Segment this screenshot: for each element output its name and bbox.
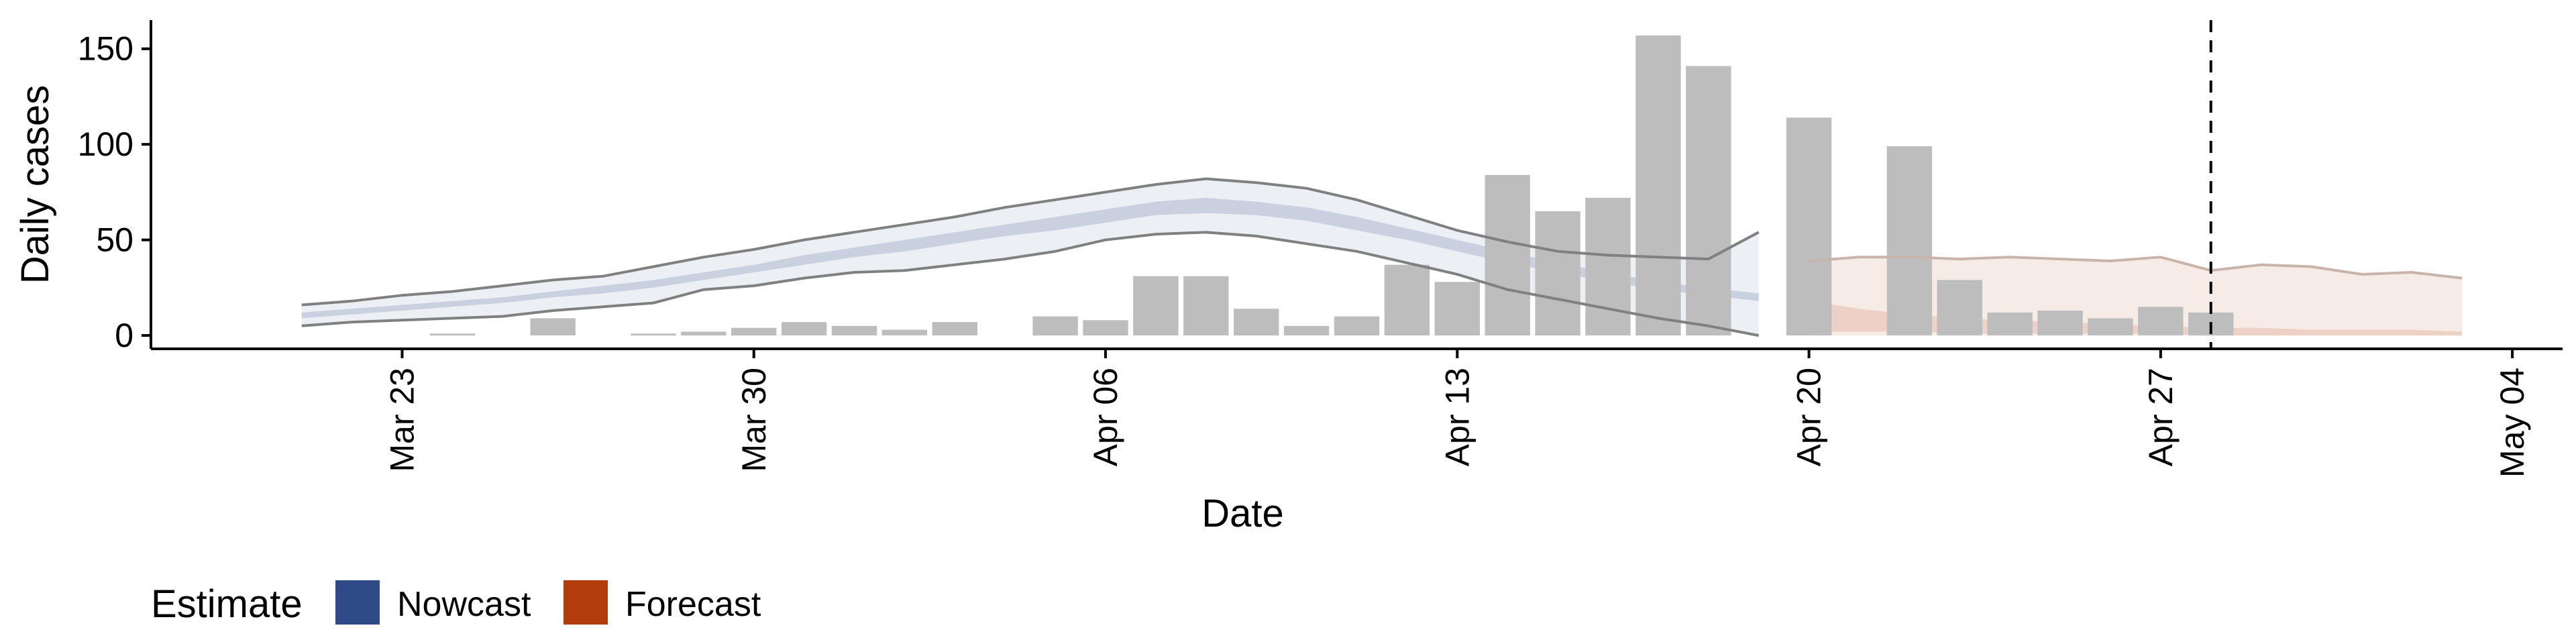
- case-bar: [1434, 282, 1480, 336]
- x-tick-label: Mar 30: [735, 368, 773, 472]
- nowcast-upper-line: [301, 177, 1760, 307]
- case-bar: [1686, 66, 1731, 336]
- nowcast-inner-band: [301, 197, 1759, 319]
- axes: 0 50 100 150 Mar 23 Mar 30 Apr 06 Apr 13 Apr 20 A…: [78, 20, 2563, 478]
- case-bar: [681, 331, 727, 336]
- legend-swatch: [564, 580, 608, 625]
- case-bar: [1987, 312, 2033, 336]
- legend-title: Estimate: [151, 582, 303, 626]
- y-tick-label: 50: [96, 221, 133, 259]
- y-tick-label: 0: [115, 317, 133, 354]
- y-tick-label: 150: [78, 30, 133, 68]
- case-bar: [1886, 146, 1933, 335]
- legend-label: Forecast: [625, 585, 761, 624]
- case-bar: [2138, 307, 2184, 335]
- x-tick-label: Mar 23: [383, 368, 421, 472]
- case-bar: [1786, 117, 1832, 336]
- case-bar: [2037, 311, 2083, 335]
- case-bar: [1585, 197, 1631, 335]
- x-tick-label: Apr 13: [1438, 368, 1476, 466]
- case-bar: [530, 318, 576, 335]
- case-bar: [631, 333, 676, 336]
- nowcast-outer-band: [301, 178, 1759, 336]
- case-bar: [731, 327, 777, 336]
- case-bar: [881, 329, 928, 335]
- x-tick-label: Apr 27: [2142, 368, 2180, 466]
- legend-swatch: [335, 580, 380, 625]
- y-tick-label: 100: [78, 125, 133, 163]
- case-bar: [1283, 325, 1330, 335]
- x-tick-label: Apr 06: [1087, 368, 1124, 466]
- forecast-upper-line: [1809, 256, 2463, 280]
- y-axis-title: Daily cases: [13, 85, 57, 284]
- case-bar: [1183, 276, 1229, 335]
- case-bar: [1937, 280, 1982, 335]
- x-tick-label: Apr 20: [1790, 368, 1828, 466]
- legend-label: Nowcast: [397, 585, 531, 624]
- x-tick-label: May 04: [2493, 368, 2531, 478]
- case-bar: [781, 322, 827, 335]
- case-bar: [2088, 318, 2133, 335]
- case-bar: [1133, 276, 1179, 335]
- case-bar: [1234, 309, 1279, 336]
- case-bar: [932, 322, 977, 335]
- case-bar: [1635, 35, 1681, 336]
- case-bar: [1032, 316, 1078, 336]
- estimate-lines: [301, 177, 2463, 337]
- case-bar: [1334, 316, 1380, 336]
- case-bar: [831, 325, 877, 335]
- case-bar: [1083, 320, 1128, 336]
- nowcast-lower-line: [301, 231, 1760, 337]
- case-bar: [1535, 211, 1580, 336]
- case-bar: [429, 333, 476, 336]
- legend: Estimate Nowcast Forecast: [151, 580, 761, 626]
- x-axis-title: Date: [1201, 492, 1284, 535]
- case-bar: [1384, 264, 1430, 336]
- case-bar: [1485, 174, 1530, 336]
